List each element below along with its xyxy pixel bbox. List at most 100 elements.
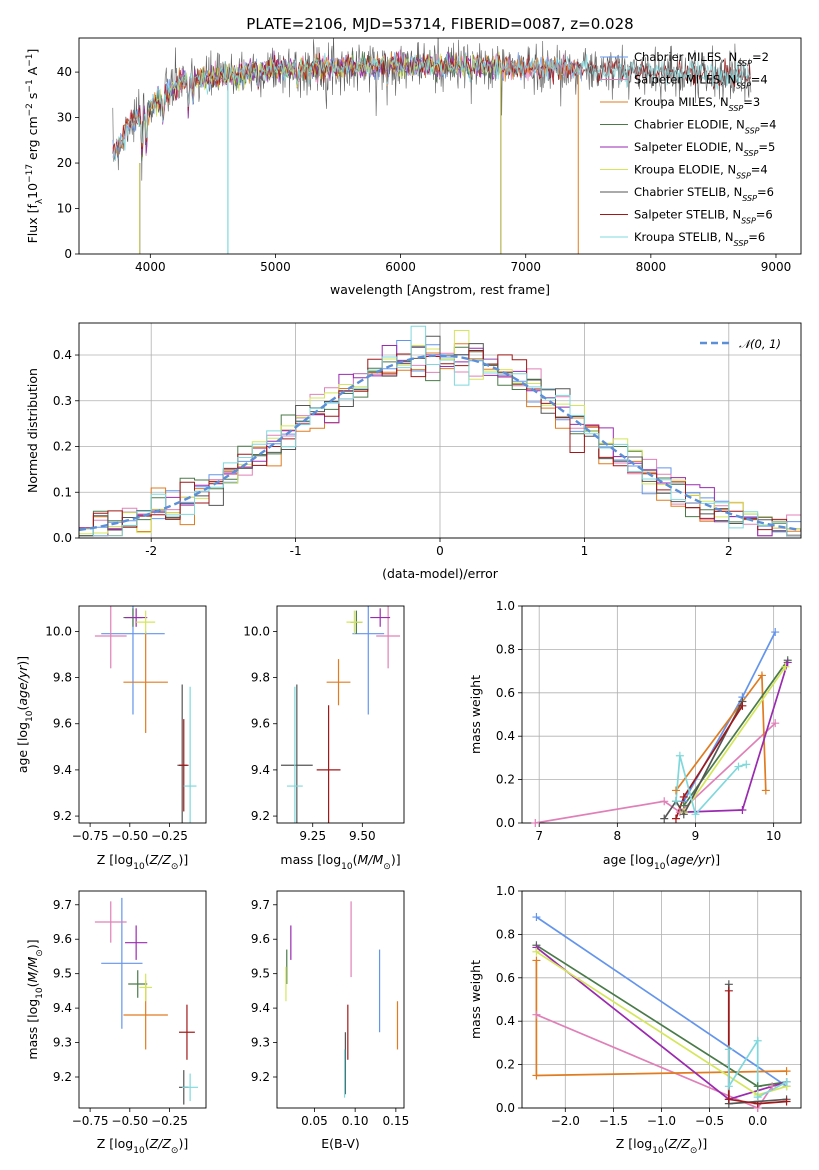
axes-frame	[78, 37, 802, 255]
label-part: M/M	[358, 852, 384, 867]
y-tick-label: 0.2	[496, 773, 515, 787]
y-tick-label: 0.0	[496, 1101, 515, 1115]
y-tick-label: 9.5	[53, 967, 72, 981]
x-axis-label: E(B-V)	[321, 1136, 360, 1151]
plots-layer: 4000 5000 6000 7000 8000 9000010203040Chabrie…	[15, 37, 802, 1156]
plot-area	[280, 606, 401, 823]
y-tick-label: 9.2	[251, 809, 270, 823]
mass-weight-point	[783, 658, 792, 667]
y-tick-label: 9.8	[53, 671, 72, 685]
y-tick-label: 0.8	[496, 642, 515, 656]
y-tick-label: 9.2	[53, 809, 72, 823]
label-part: mass [log	[280, 852, 341, 867]
label-part: )]	[710, 852, 720, 867]
legend-sub: SSP	[729, 104, 744, 113]
axes-frame	[78, 890, 207, 1109]
legend-entry: Salpeter STELIB, NSSP=6	[634, 208, 773, 226]
mass-weight-series	[536, 1013, 773, 1108]
legend-sub: SSP	[737, 59, 752, 68]
legend-value: =4	[751, 73, 768, 87]
label-part: (	[145, 852, 150, 867]
mass-weight-point	[738, 805, 747, 814]
x-tick-label: 9.50	[349, 829, 376, 843]
mass-weight-point	[691, 810, 700, 819]
x-axis-label: age [log10(age/yr)]	[603, 852, 720, 872]
y-axis-label: age [log10(age/yr)]	[15, 656, 35, 773]
mass-weight-point	[771, 628, 780, 637]
y-tick-label: 9.4	[53, 1001, 72, 1015]
mass-weight-point	[675, 751, 684, 760]
y-tick-label: 0.0	[53, 531, 72, 545]
axes-frame	[276, 890, 405, 1109]
y-axis-label: mass weight	[468, 675, 483, 754]
x-axis-label: (data-model)/error	[382, 566, 499, 581]
mass-weight-point	[782, 1097, 791, 1106]
x-tick-label: −1.5	[599, 1114, 628, 1128]
x-tick-label: 8	[614, 829, 622, 843]
legend-entry: Kroupa MILES, NSSP=3	[634, 95, 760, 113]
y-tick-label: 9.6	[53, 932, 72, 946]
legend-value: =6	[756, 208, 773, 222]
y-axis-label: Flux [fλ10−17 erg cm−2 s−1 A−1]	[25, 49, 45, 244]
y-tick-label: 9.7	[251, 898, 270, 912]
plot-mass-age: 9.25 9.50 9.2 9.4 9.6 9.8 10.0 mass [log10(M/M⊙…	[243, 605, 405, 872]
mass-weight-point	[781, 662, 790, 671]
x-tick-label: 0.05	[301, 1114, 328, 1128]
legend-value: =6	[757, 185, 774, 199]
y-tick-label: 0.2	[53, 440, 72, 454]
x-tick-label: 9000	[761, 260, 792, 274]
y-tick-label: 9.4	[251, 1001, 270, 1015]
legend-value: =3	[743, 95, 760, 109]
label-part: Flux [f	[25, 204, 40, 244]
label-part: 10	[25, 710, 35, 722]
x-tick-label: 4000	[135, 260, 166, 274]
x-tick-label: −0.5	[695, 1114, 724, 1128]
x-tick-label: 2	[725, 544, 733, 558]
label-part: (	[665, 852, 670, 867]
label-part: )]	[25, 939, 40, 949]
x-tick-label: −0.25	[151, 829, 188, 843]
x-axis-label: wavelength [Angstrom, rest frame]	[330, 282, 550, 297]
y-tick-label: 9.7	[53, 898, 72, 912]
x-tick-label: -2	[145, 544, 157, 558]
label-part: age [log	[15, 722, 30, 773]
label-part: Z/Z	[668, 1136, 691, 1151]
y-tick-label: 9.3	[53, 1036, 72, 1050]
label-part: (	[353, 852, 358, 867]
x-tick-label: 10	[766, 829, 781, 843]
x-tick-label: 8000	[636, 260, 667, 274]
label-part: A	[25, 66, 40, 79]
mass-weight-point	[724, 986, 733, 995]
label-part: Z [log	[616, 1136, 652, 1151]
label-part: )]	[697, 1136, 707, 1151]
label-part: Z/Z	[149, 852, 172, 867]
mass-weight-point	[761, 786, 770, 795]
label-part: )]	[178, 1136, 188, 1151]
mass-weight-point	[757, 671, 766, 680]
x-tick-label: −0.50	[111, 829, 148, 843]
label-part: 10	[341, 862, 353, 872]
mass-weight-point	[679, 792, 688, 801]
legend-name: Salpeter STELIB, N	[634, 208, 741, 222]
y-axis-label: Normed distribution	[25, 368, 40, 493]
mass-weight-point	[753, 1093, 762, 1102]
label-part: s	[25, 93, 40, 104]
label-part: )]	[15, 656, 30, 666]
y-axis-label: mass [log10(M/M⊙)]	[25, 939, 45, 1059]
plot-ebv-mass: 0.05 0.10 0.15 9.2 9.3 9.4 9.5 9.6 9.7 E(B-V)	[251, 890, 409, 1151]
axes-frame	[78, 605, 207, 824]
label-part: ]	[25, 49, 40, 54]
x-tick-label: 7	[535, 829, 543, 843]
legend-name: Salpeter MILES, N	[634, 73, 736, 87]
y-tick-label: 0.4	[53, 348, 72, 362]
histogram-series	[79, 335, 801, 537]
label-part: (	[664, 1136, 669, 1151]
legend-sub: SSP	[742, 194, 757, 203]
legend-value: =5	[758, 140, 775, 154]
y-tick-label: 0.2	[496, 1058, 515, 1072]
legend-value: =2	[752, 50, 769, 64]
x-tick-label: −0.75	[72, 829, 109, 843]
mass-weight-point	[753, 1082, 762, 1091]
